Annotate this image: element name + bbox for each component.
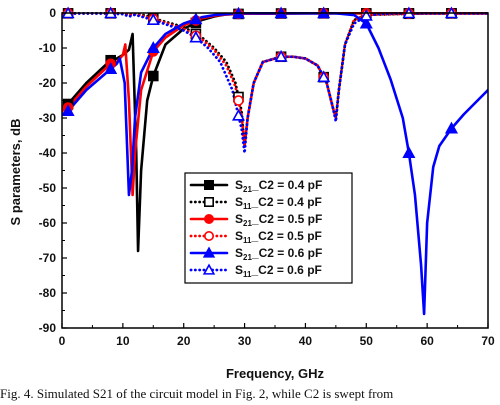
x-tick-label: 10 <box>116 334 130 348</box>
legend-label-2: S11_C2 = 0.4 pF <box>235 195 322 211</box>
series-marker-5-9 <box>402 146 416 158</box>
series-marker-6-8 <box>359 8 373 21</box>
y-tick-label: -20 <box>39 76 57 90</box>
x-axis-ticks: 0 10 20 30 40 50 60 70 <box>59 323 495 348</box>
x-tick-label: 40 <box>299 334 313 348</box>
series-marker-5-8 <box>359 16 373 29</box>
series-marker-5-3 <box>146 41 160 53</box>
legend-marker-2 <box>204 197 215 208</box>
series-marker-6-6 <box>274 49 288 62</box>
x-tick-label: 20 <box>177 334 191 348</box>
legend-label-3: S21_C2 = 0.5 pF <box>235 212 322 228</box>
x-tick-label: 60 <box>420 334 434 348</box>
series-marker-1-3 <box>147 70 159 82</box>
figure-caption: Fig. 4. Simulated S21 of the circuit mod… <box>0 386 394 401</box>
legend-label-1: S21_C2 = 0.4 pF <box>235 178 322 194</box>
legend-label-4: S11_C2 = 0.5 pF <box>235 229 322 245</box>
series-marker-6-5 <box>231 108 246 121</box>
series-marker-6-4 <box>189 30 203 43</box>
series-marker-5-4 <box>189 12 203 25</box>
series-marker-5-1 <box>61 104 75 116</box>
legend-marker-4 <box>204 231 215 242</box>
y-tick-label: -30 <box>39 111 57 125</box>
legend-box <box>184 172 353 284</box>
series-marker-6-7 <box>317 70 331 83</box>
legend-marker-5 <box>202 246 216 258</box>
y-tick-label: -80 <box>39 286 57 300</box>
y-tick-label: -60 <box>39 216 57 230</box>
y-tick-label: 0 <box>49 6 56 20</box>
legend-marker-3 <box>204 214 215 225</box>
y-tick-label: -10 <box>39 41 57 55</box>
legend-marker-6 <box>202 263 216 275</box>
y-axis-title: S parameters, dB <box>8 119 23 226</box>
x-tick-label: 30 <box>238 334 252 348</box>
x-tick-label: 0 <box>59 334 66 348</box>
y-tick-label: -90 <box>39 321 57 335</box>
series-line-6 <box>62 11 488 155</box>
y-tick-label: -40 <box>39 146 57 160</box>
legend-label-6: S11_C2 = 0.6 pF <box>235 263 322 279</box>
legend-marker-1 <box>204 180 215 191</box>
y-tick-label: -50 <box>39 181 57 195</box>
series-marker-5-10 <box>444 121 459 134</box>
series-marker-4-5 <box>233 95 244 106</box>
x-axis-title: Frequency, GHz <box>226 366 325 381</box>
legend-label-5: S21_C2 = 0.6 pF <box>235 246 322 262</box>
series-markers <box>61 6 459 158</box>
x-tick-label: 70 <box>481 334 495 348</box>
series-marker-5-2 <box>104 62 118 74</box>
series-marker-6-3 <box>146 13 160 25</box>
x-tick-label: 50 <box>360 334 374 348</box>
y-axis-ticks: 0 -10 -20 -30 -40 -50 -60 -70 -80 -90 <box>39 6 67 335</box>
s-parameter-chart: 0 10 20 30 40 50 60 70 0 -10 -20 -30 -40 -50 -60 -70 -8… <box>8 6 495 381</box>
y-tick-label: -70 <box>39 251 57 265</box>
